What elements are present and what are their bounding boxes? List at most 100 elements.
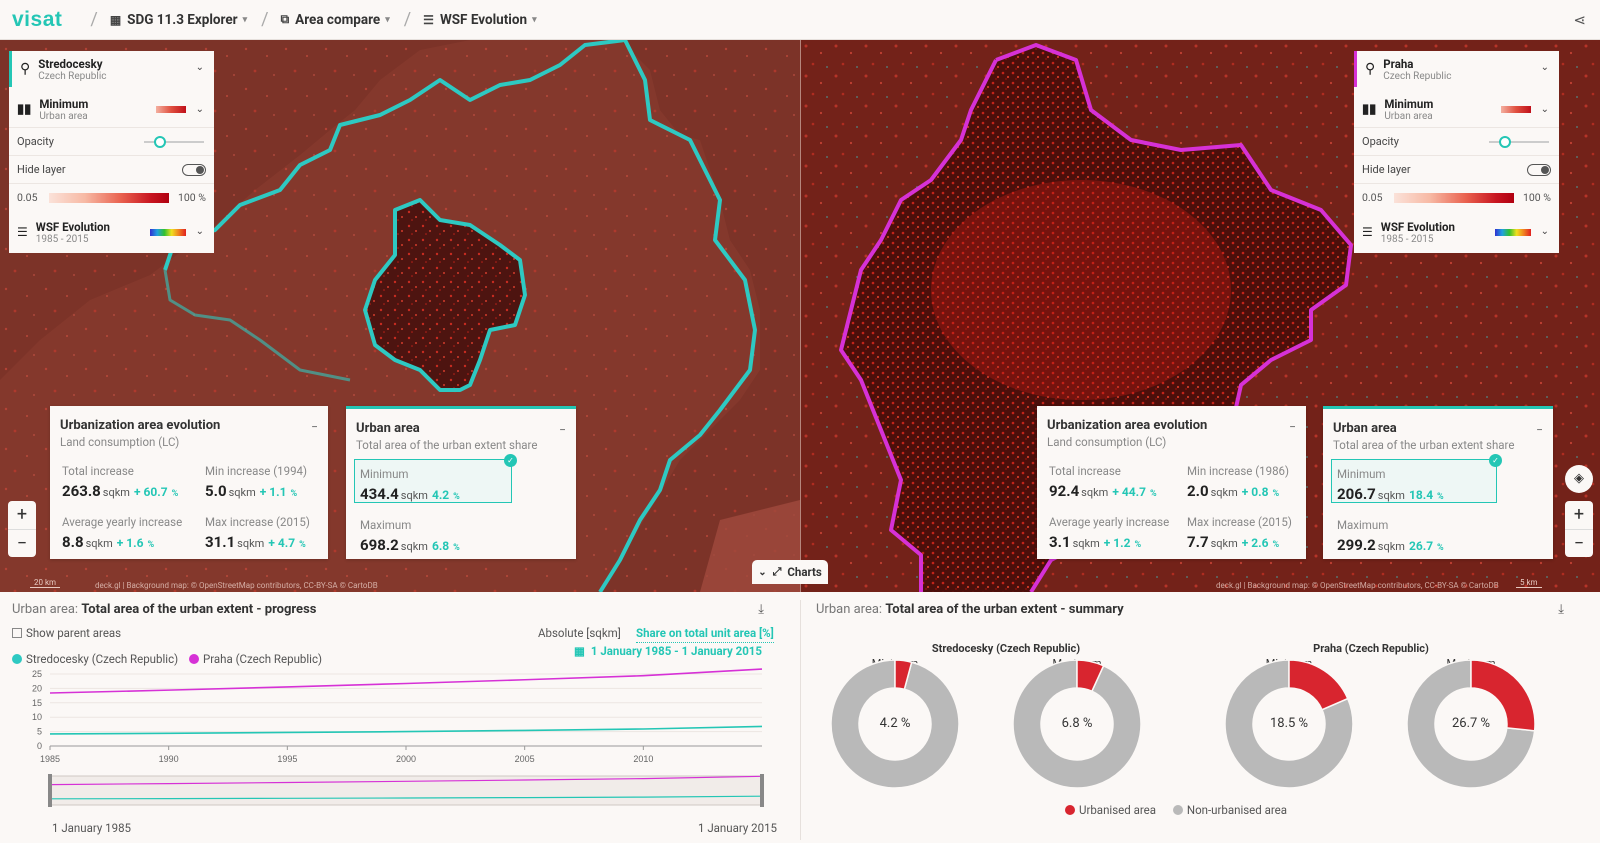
card-subtitle: Total area of the urban extent share: [1333, 438, 1515, 452]
layer-select-right[interactable]: ▮▮ Minimum Urban area ⌄: [1354, 91, 1559, 127]
legend-series-2[interactable]: Praha (Czech Republic): [202, 652, 322, 666]
area-select-right[interactable]: ⚲ Praha Czech Republic ⌄: [1354, 51, 1559, 87]
stat-label: Max increase (2015): [205, 515, 310, 529]
pie-slice-non-urbanised: [1012, 659, 1142, 789]
opacity-slider-handle[interactable]: [154, 135, 166, 148]
zoom-out-button[interactable]: −: [1565, 529, 1593, 557]
stat-unit: sqkm: [1210, 486, 1238, 499]
urban-area-card-left: Urban area Total area of the urban exten…: [346, 406, 576, 559]
date-range[interactable]: ▦ 1 January 1985 - 1 January 2015: [574, 644, 762, 658]
legend-non-urbanised[interactable]: Non-urbanised area: [1186, 803, 1288, 817]
map-attribution[interactable]: deck.gl | Background map: © OpenStreetMa…: [1216, 581, 1499, 590]
opacity-slider-handle[interactable]: [1499, 135, 1511, 148]
show-parent-areas[interactable]: Show parent areas: [12, 626, 121, 640]
layer-select-left[interactable]: ▮▮ Minimum Urban area ⌄: [9, 91, 214, 127]
stat-value: 5.0: [205, 482, 227, 500]
opacity-slider-track[interactable]: [1489, 140, 1549, 143]
stat-label: Minimum: [1337, 467, 1386, 481]
urban-minimum-selected[interactable]: ✓: [354, 454, 517, 503]
urban-minimum-selected[interactable]: ✓: [1331, 454, 1502, 503]
dataset-select-right[interactable]: ☰ WSF Evolution 1985 - 2015 ⌄: [1354, 215, 1559, 249]
stat-pct: %: [147, 540, 155, 550]
minimize-button[interactable]: −: [559, 423, 566, 437]
y-tick-label: 20: [32, 683, 42, 693]
chevron-down-icon[interactable]: ⌄: [195, 226, 204, 237]
layer-color-ramp: [156, 105, 186, 113]
map-divider[interactable]: [800, 40, 801, 592]
stat-label: Average yearly increase: [62, 515, 183, 529]
hide-layer-toggle[interactable]: [1527, 163, 1551, 176]
layers-icon[interactable]: ◈: [1565, 465, 1593, 493]
chevron-down-icon[interactable]: ⌄: [1540, 62, 1549, 73]
breadcrumb-sdg-explorer[interactable]: ▦ SDG 11.3 Explorer ▾: [110, 12, 247, 28]
tab-share[interactable]: Share on total unit area [%]: [636, 626, 774, 643]
area-select-left[interactable]: ⚲ Stredocesky Czech Republic ⌄: [9, 51, 214, 87]
database-icon: ☰: [423, 12, 434, 27]
series-legend: Stredocesky (Czech Republic) Praha (Czec…: [12, 652, 322, 666]
dataset-select-left[interactable]: ☰ WSF Evolution 1985 - 2015 ⌄: [9, 215, 214, 249]
stat-max-increase: Max increase (2015) 7.7 sqkm + 2.6 %: [1187, 515, 1292, 551]
app-logo[interactable]: visat: [12, 7, 63, 31]
stat-increase: + 60.7: [133, 485, 168, 499]
map-attribution[interactable]: deck.gl | Background map: © OpenStreetMa…: [95, 581, 378, 590]
stat-unit: sqkm: [1210, 537, 1238, 550]
stat-unit: sqkm: [85, 537, 113, 550]
legend-series-1[interactable]: Stredocesky (Czech Republic): [26, 652, 179, 666]
title-prefix: Urban area:: [816, 602, 883, 617]
breadcrumb-area-compare[interactable]: ⧉ Area compare ▾: [281, 12, 390, 28]
chevron-down-icon[interactable]: ⌄: [195, 62, 204, 73]
chevron-down-icon[interactable]: ⌄: [1540, 226, 1549, 237]
stat-pct: %: [1149, 489, 1157, 499]
show-parent-checkbox[interactable]: [12, 628, 22, 638]
layer-box-right: ▮▮ Minimum Urban area ⌄ Opacity Hide lay…: [1354, 91, 1559, 211]
stat-pct: %: [1437, 492, 1444, 502]
charts-toggle-button[interactable]: ⌄ ⤢ Charts: [752, 560, 828, 584]
stat-value: 7.7: [1187, 533, 1209, 551]
brush-series-line-1: [49, 795, 763, 800]
stat-label: Min increase (1986): [1187, 464, 1290, 478]
pie-slice-non-urbanised: [1224, 659, 1354, 789]
chevron-down-icon[interactable]: ⌄: [1540, 103, 1549, 115]
minimize-button[interactable]: −: [311, 420, 318, 434]
zoom-in-button[interactable]: +: [16, 504, 28, 525]
hide-layer-toggle[interactable]: [182, 163, 206, 176]
breadcrumb-wsf-evolution[interactable]: ☰ WSF Evolution ▾: [423, 12, 536, 28]
share-icon[interactable]: ⋖: [1573, 11, 1586, 29]
stat-max-increase: Max increase (2015) 31.1 sqkm + 4.7 %: [205, 515, 310, 551]
pie-group-title-2: Praha (Czech Republic): [1313, 642, 1429, 655]
legend-dot: [1172, 805, 1183, 815]
stat-pct: %: [453, 543, 460, 553]
stat-value: 698.2: [360, 536, 399, 554]
x-tick-label: 2010: [633, 754, 653, 764]
stat-share: 18.4: [1408, 488, 1434, 502]
pie-slice-urbanised: [1076, 659, 1105, 693]
map-right[interactable]: ⚲ Praha Czech Republic ⌄ ▮▮ Minimum Urba…: [801, 40, 1600, 592]
stat-urban-minimum: Minimum 206.7 sqkm 18.4 %: [1337, 467, 1444, 503]
download-icon[interactable]: ⤓: [1558, 602, 1564, 617]
layer-name: Minimum: [39, 96, 89, 111]
minimize-button[interactable]: −: [1289, 420, 1296, 434]
dataset-color-ramp: [1495, 228, 1531, 236]
stat-label: Minimum: [360, 467, 409, 481]
legend-urbanised[interactable]: Urbanised area: [1079, 803, 1156, 817]
grid-icon: ▦: [109, 12, 122, 27]
opacity-row: Opacity: [9, 127, 214, 155]
map-pin-icon: ⚲: [20, 61, 31, 77]
chevron-down-icon[interactable]: ⌄: [195, 103, 204, 115]
opacity-slider-track[interactable]: [144, 140, 204, 143]
chevron-down-icon: ▾: [385, 14, 390, 25]
pie-center-value: 4.2 %: [879, 716, 911, 731]
bar-chart-icon: ▮▮: [1362, 101, 1377, 117]
map-left[interactable]: ⚲ Stredocesky Czech Republic ⌄ ▮▮ Minimu…: [0, 40, 800, 592]
zoom-in-button[interactable]: +: [1573, 504, 1585, 525]
show-parent-label: Show parent areas: [26, 626, 122, 640]
legend-color-bar: [1394, 192, 1514, 203]
download-icon[interactable]: ⤓: [758, 602, 764, 617]
stat-increase: + 2.6: [1241, 536, 1269, 550]
stat-urban-maximum[interactable]: Maximum 698.2 sqkm 6.8 %: [360, 518, 460, 554]
zoom-out-button[interactable]: −: [8, 529, 36, 557]
minimize-button[interactable]: −: [1536, 423, 1543, 437]
stat-urban-maximum[interactable]: Maximum 299.2 sqkm 26.7 %: [1337, 518, 1444, 554]
stat-increase: + 1.6: [116, 536, 144, 550]
tab-absolute[interactable]: Absolute [sqkm]: [538, 626, 621, 640]
